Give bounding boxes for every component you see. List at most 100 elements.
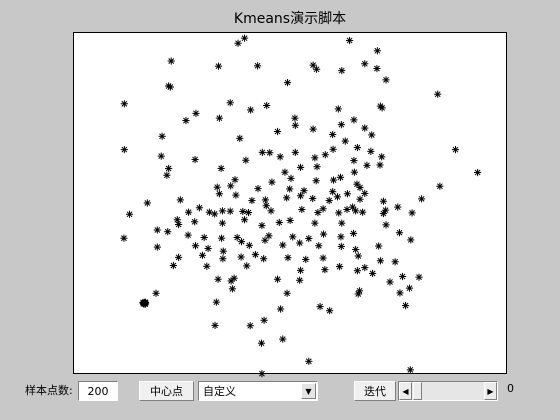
data-point [396, 289, 404, 297]
data-point [296, 163, 305, 172]
sample-count-input[interactable]: 200 [78, 381, 118, 401]
data-point [361, 264, 369, 272]
data-point [291, 121, 299, 129]
iterate-button[interactable]: 迭代 [354, 381, 396, 401]
data-point [266, 149, 274, 157]
iteration-slider[interactable]: ◀ ▶ [398, 381, 498, 401]
data-point [176, 196, 184, 204]
data-point [143, 199, 151, 207]
data-point [232, 191, 240, 199]
data-point [237, 253, 245, 261]
slider-thumb[interactable] [413, 382, 422, 400]
data-point [373, 64, 381, 73]
data-point [287, 174, 295, 182]
data-point [367, 147, 375, 155]
data-point [219, 247, 227, 255]
data-point [273, 127, 282, 136]
data-point [349, 203, 357, 211]
data-point [406, 366, 414, 374]
data-point [258, 221, 266, 230]
data-point [356, 183, 364, 192]
data-point [125, 210, 134, 218]
data-point [338, 219, 346, 227]
data-point [321, 266, 329, 274]
data-point [329, 176, 338, 184]
data-point [258, 148, 266, 156]
data-point [386, 278, 394, 286]
chevron-down-icon[interactable]: ▼ [301, 383, 316, 399]
data-point [415, 273, 423, 281]
data-point [174, 220, 183, 229]
data-point [408, 209, 416, 217]
center-point-select[interactable]: 自定义 ▼ [198, 381, 318, 401]
data-point [343, 205, 351, 214]
data-point [333, 193, 342, 201]
data-point [353, 267, 362, 275]
data-point [245, 241, 253, 249]
center-point-button[interactable]: 中心点 [139, 381, 194, 401]
data-point [184, 208, 193, 216]
data-point [391, 258, 399, 266]
data-point [153, 226, 161, 234]
data-point [296, 239, 304, 247]
scatter-plot [120, 34, 482, 378]
data-point [311, 154, 319, 162]
data-point [313, 65, 321, 73]
chevron-left-icon[interactable]: ◀ [399, 382, 412, 400]
data-point [291, 148, 299, 156]
data-point [215, 190, 223, 198]
data-point [217, 234, 226, 242]
data-point [286, 216, 294, 225]
data-point [283, 289, 291, 297]
chevron-right-icon[interactable]: ▶ [484, 382, 497, 400]
data-point [231, 176, 239, 184]
data-point [191, 218, 199, 226]
data-point [257, 339, 266, 347]
data-point [337, 242, 345, 251]
data-point [352, 207, 360, 215]
data-point [354, 290, 362, 298]
data-point [335, 209, 343, 217]
data-point [234, 39, 242, 47]
data-point [353, 143, 362, 152]
data-point [375, 242, 383, 250]
data-point [296, 276, 304, 284]
data-point [273, 275, 282, 283]
data-point [260, 316, 268, 324]
data-point [217, 164, 225, 173]
data-point [363, 161, 371, 169]
data-point [305, 234, 313, 243]
data-point [291, 114, 299, 122]
data-point [260, 255, 268, 263]
data-point [240, 34, 249, 42]
data-point [405, 284, 414, 292]
data-point [158, 132, 166, 140]
data-point [214, 275, 222, 283]
data-point [382, 221, 390, 229]
data-point [267, 207, 275, 215]
plot-axes [73, 32, 507, 378]
data-point [263, 101, 271, 110]
data-point [378, 153, 386, 161]
data-point [205, 208, 214, 216]
data-point [321, 151, 329, 159]
data-point [120, 100, 128, 108]
data-point [296, 266, 305, 274]
data-point [182, 116, 190, 125]
data-point [356, 195, 364, 203]
data-point [283, 194, 291, 202]
data-point [261, 196, 269, 204]
data-point [302, 255, 310, 264]
data-point [314, 208, 322, 217]
data-point [247, 106, 255, 114]
data-point [169, 261, 177, 270]
data-point [174, 253, 183, 261]
data-point [258, 370, 266, 378]
data-point [300, 187, 308, 195]
data-point [313, 163, 321, 171]
data-point [309, 61, 317, 69]
data-point [418, 195, 426, 203]
data-point [337, 233, 345, 241]
data-point [204, 244, 212, 253]
data-point [368, 269, 377, 278]
